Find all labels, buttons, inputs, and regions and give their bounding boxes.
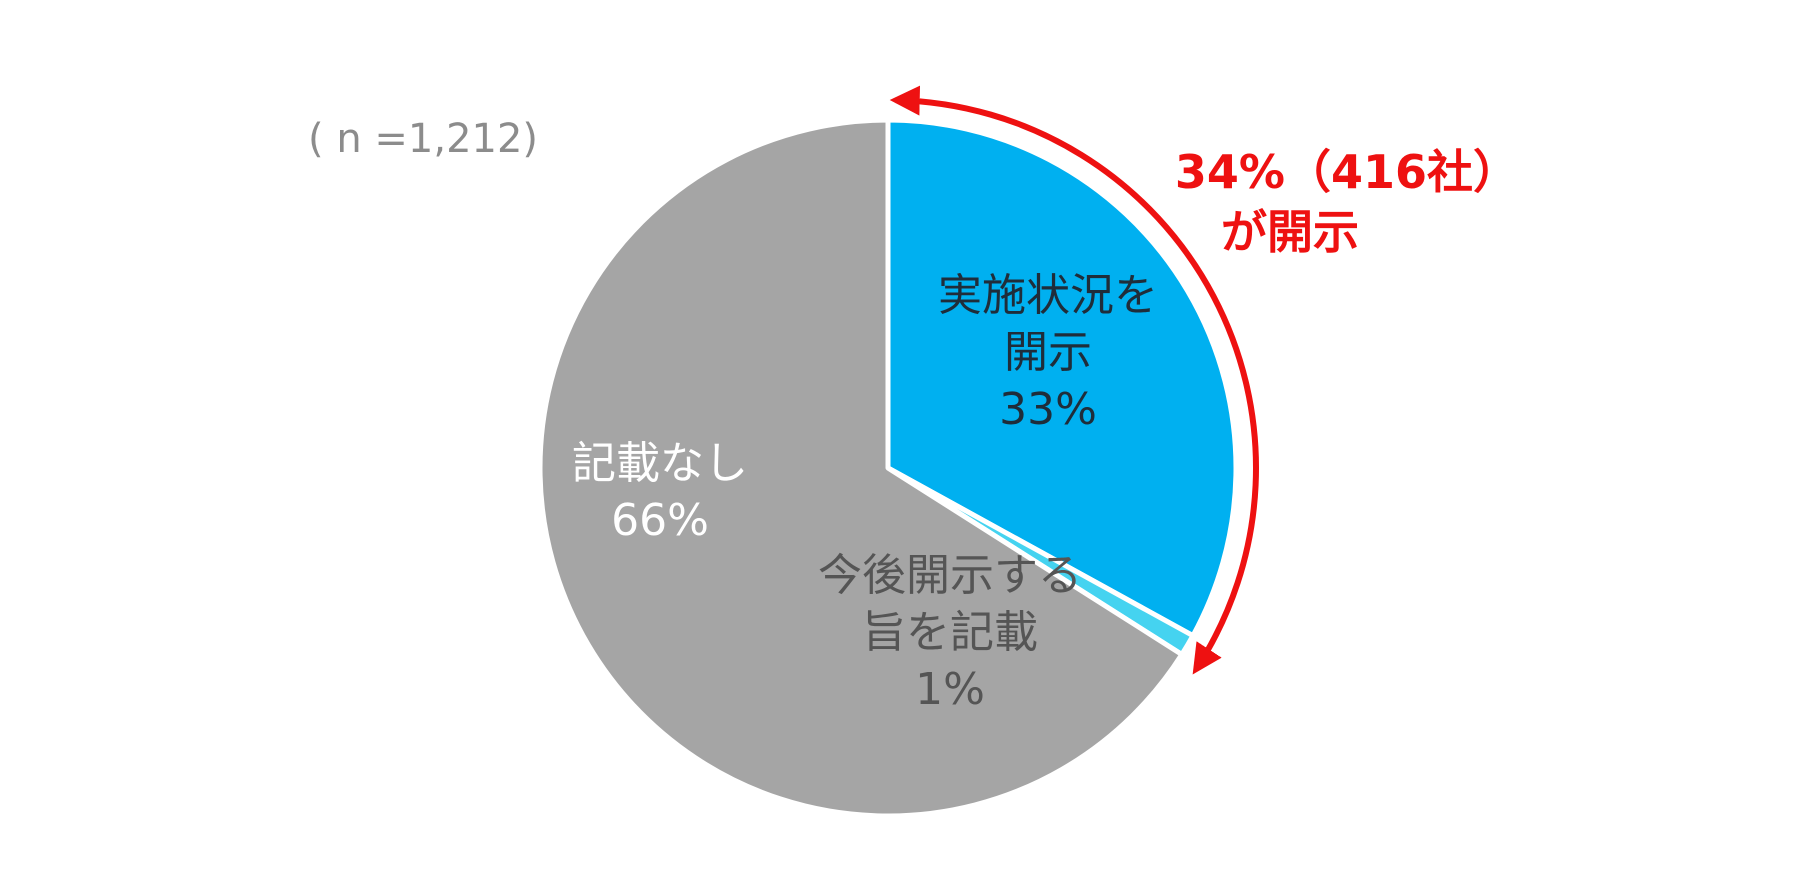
slice-name-label: 実施状況を bbox=[938, 270, 1158, 321]
slice-name-label: 今後開示する bbox=[818, 550, 1082, 601]
slice-name-label: 記載なし bbox=[572, 438, 748, 489]
sample-size-label: ( n =1,212) bbox=[308, 116, 538, 162]
callout-text: 34%（416社） が開示 bbox=[1175, 145, 1535, 259]
slice-name-label: 旨を記載 bbox=[862, 607, 1038, 658]
callout-line-2: が開示 bbox=[1221, 205, 1359, 259]
slice-name-label: 開示 bbox=[1004, 327, 1092, 378]
slice-label-3: 記載なし 66% bbox=[572, 438, 748, 546]
callout-line-1: 34%（416社） bbox=[1175, 145, 1519, 199]
slice-value-label: 33% bbox=[999, 384, 1097, 435]
slice-value-label: 1% bbox=[915, 664, 985, 715]
callout-arrow-arc bbox=[889, 85, 1259, 675]
slice-value-label: 66% bbox=[611, 495, 709, 546]
